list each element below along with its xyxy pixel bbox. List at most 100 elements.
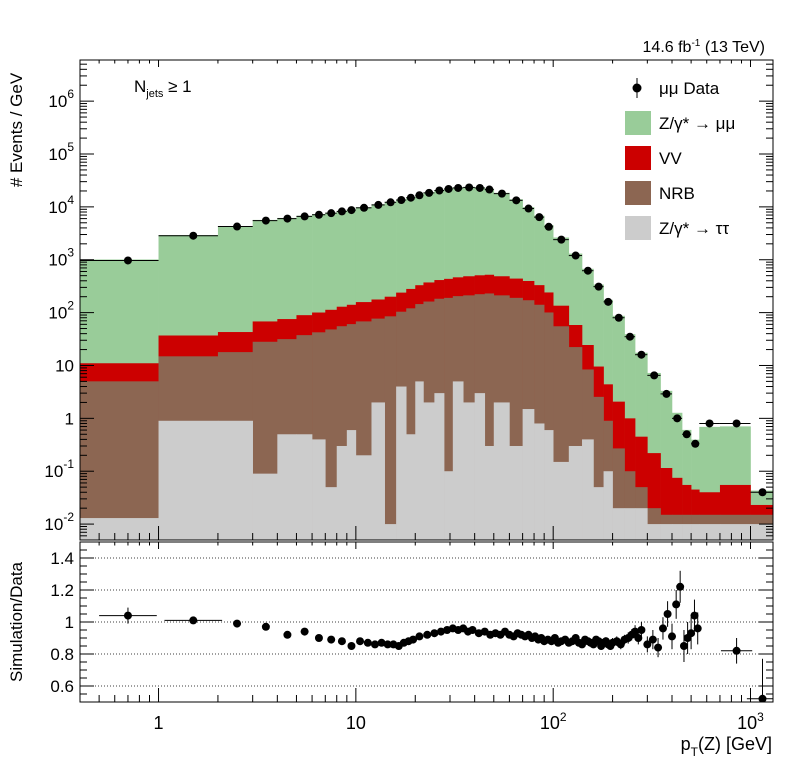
y-tick-label-1: 10-1	[44, 457, 74, 481]
ratio-point-91	[732, 646, 741, 655]
data-point-19	[454, 183, 463, 192]
data-point-37	[662, 389, 671, 398]
data-point-40	[691, 439, 700, 448]
data-point-17	[435, 186, 444, 195]
bar-vv-40	[691, 489, 700, 540]
data-point-32	[604, 297, 613, 306]
ratio-xlabel: pT(Z) [GeV]	[681, 734, 772, 759]
x-tick-label-1: 10	[346, 713, 366, 733]
bar-z-34	[624, 508, 636, 540]
ratio-point-90	[693, 624, 702, 633]
ratio-point-0	[123, 611, 132, 620]
njets-annotation: Njets ≥ 1	[134, 77, 192, 100]
y-tick-label-3: 10	[55, 356, 74, 375]
bar-z-29	[568, 445, 583, 540]
bar-z-6	[312, 439, 326, 540]
bar-z-1	[158, 420, 219, 540]
bar-z-32	[603, 471, 613, 540]
legend-swatch-3	[625, 181, 651, 205]
bar-z-37	[660, 390, 673, 540]
y-tick-label-8: 106	[48, 87, 74, 111]
data-point-1	[189, 231, 198, 240]
data-point-33	[614, 313, 623, 322]
data-point-23	[497, 189, 506, 198]
ratio-ylabel: Simulation/Data	[7, 561, 26, 682]
y-tick-label-6: 104	[48, 193, 74, 217]
data-point-27	[544, 222, 553, 231]
ratio-y-tick-label-3: 1.2	[50, 581, 74, 600]
bar-nrb-34	[624, 471, 636, 540]
y-tick-label-0: 10-2	[44, 510, 74, 534]
ratio-point-19	[409, 635, 418, 644]
bar-z-42	[719, 524, 751, 540]
bar-z-24	[509, 445, 523, 540]
y-tick-label-5: 103	[48, 246, 74, 270]
data-point-29	[571, 251, 580, 260]
data-point-30	[583, 266, 592, 275]
x-tick-label-3: 103	[737, 710, 764, 733]
bar-nrb-26	[534, 304, 545, 540]
data-point-2	[233, 222, 242, 231]
data-point-13	[397, 195, 406, 204]
bar-z-15	[415, 381, 424, 540]
lumi-label: 14.6 fb-1 (13 TeV)	[643, 38, 765, 56]
ratio-point-14	[383, 640, 392, 649]
y-tick-label-2: 1	[65, 409, 74, 428]
bar-z-23	[493, 402, 510, 540]
ratio-point-81	[658, 624, 667, 633]
data-point-5	[300, 212, 309, 221]
ratio-point-11	[363, 638, 372, 647]
ratio-point-7	[327, 635, 336, 644]
bar-nrb-27	[544, 312, 554, 540]
data-point-31	[594, 282, 603, 291]
bar-z-14	[406, 434, 416, 540]
ratio-point-9	[347, 642, 356, 650]
bar-nrb-14	[406, 308, 416, 540]
legend-label-3: NRB	[659, 184, 695, 203]
data-point-21	[475, 183, 484, 192]
ratio-y-tick-label-0: 0.6	[50, 677, 74, 696]
bar-z-13	[396, 386, 407, 540]
ratio-point-75	[631, 627, 640, 636]
legend-marker	[632, 83, 642, 93]
ratio-y-tick-label-1: 0.8	[50, 645, 74, 664]
bar-z-4	[277, 434, 297, 540]
ratio-point-2	[233, 619, 242, 628]
legend-swatch-2	[625, 146, 651, 170]
data-point-10	[360, 203, 369, 212]
ratio-point-84	[672, 600, 681, 609]
bar-z-0	[80, 518, 159, 540]
ratio-point-76	[634, 634, 643, 642]
ratio-point-86	[679, 642, 688, 650]
main-frame	[79, 59, 774, 541]
bar-z-10	[355, 455, 372, 540]
data-point-24	[512, 196, 521, 205]
bar-nrb-0	[80, 381, 159, 540]
bar-z-18	[444, 471, 454, 540]
ratio-point-12	[370, 640, 379, 649]
ratio-point-82	[663, 610, 672, 618]
ratio-point-22	[430, 629, 439, 638]
data-point-25	[524, 204, 533, 213]
bar-nrb-31	[593, 396, 604, 540]
bar-z-12	[384, 524, 397, 540]
bar-z-28	[553, 461, 570, 540]
legend-label-2: VV	[659, 149, 682, 168]
data-point-36	[650, 371, 659, 380]
bar-z-36	[647, 524, 661, 540]
bar-z-35	[635, 508, 648, 540]
data-point-0	[123, 256, 132, 265]
ratio-point-79	[648, 635, 657, 644]
bar-z-20	[463, 402, 475, 540]
ratio-point-13	[377, 638, 386, 647]
bar-z-2	[217, 420, 253, 540]
x-tick-label-2: 102	[540, 710, 567, 733]
ratio-point-29	[468, 626, 477, 634]
ratio-point-78	[643, 640, 652, 649]
ratio-y-tick-label-2: 1	[65, 613, 74, 632]
bar-nrb-22	[484, 293, 495, 540]
data-point-8	[337, 207, 346, 216]
data-point-42	[732, 419, 741, 428]
bar-vv-37	[660, 468, 673, 540]
bar-z-37	[660, 524, 673, 540]
